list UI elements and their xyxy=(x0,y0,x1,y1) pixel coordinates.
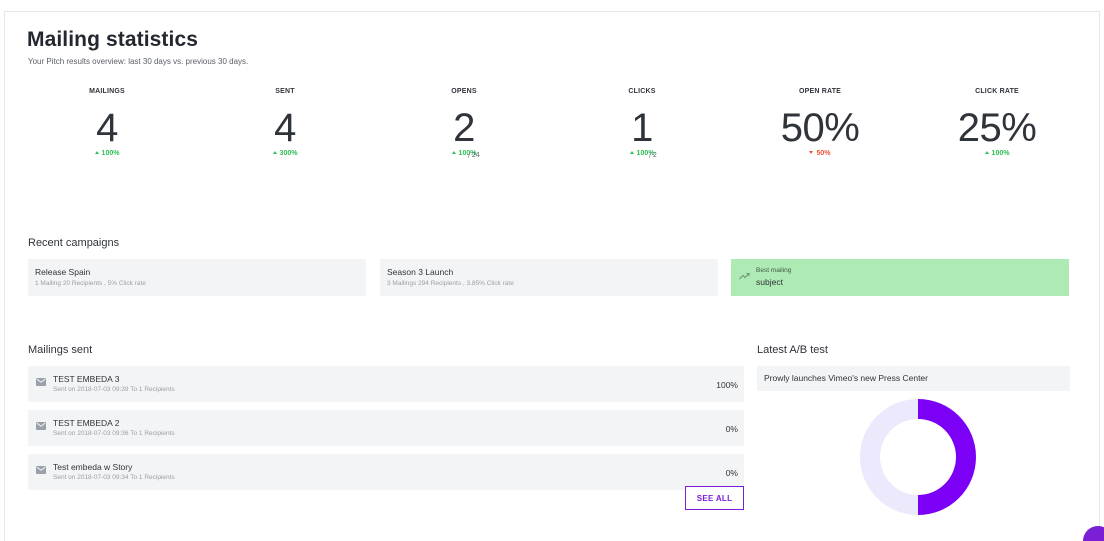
mailing-name: TEST EMBEDA 3 xyxy=(53,374,120,384)
mailing-name: TEST EMBEDA 2 xyxy=(53,418,120,428)
stat-mailings: MAILINGS 4 100% xyxy=(32,88,182,157)
stat-open-rate: OPEN RATE 50% 50% xyxy=(745,88,895,157)
help-chat-button[interactable] xyxy=(1083,526,1104,541)
stat-label: CLICK RATE xyxy=(975,88,1019,95)
best-mailing-subject: subject xyxy=(756,277,783,287)
stat-sub: / 24 xyxy=(468,151,480,159)
stat-change: 100% xyxy=(32,150,182,157)
stat-change: 100% xyxy=(389,150,539,157)
arrow-up-icon xyxy=(629,151,634,154)
mailing-name: Test embeda w Story xyxy=(53,462,133,472)
mailing-meta: Sent on 2018-07-03 09:39 To 1 Recipients xyxy=(53,386,175,393)
stat-label: OPENS xyxy=(451,88,477,95)
campaign-meta: 1 Mailing 20 Recipients , 5% Click rate xyxy=(35,280,146,287)
ab-test-donut-chart xyxy=(860,399,976,515)
campaign-name: Release Spain xyxy=(35,267,91,277)
mailing-row[interactable]: TEST EMBEDA 2 Sent on 2018-07-03 09:36 T… xyxy=(28,410,744,446)
mailing-row[interactable]: TEST EMBEDA 3 Sent on 2018-07-03 09:39 T… xyxy=(28,366,744,402)
recent-campaigns-title: Recent campaigns xyxy=(28,237,120,249)
stat-value: 4 xyxy=(96,106,118,150)
stat-sent: SENT 4 300% xyxy=(210,88,360,157)
ab-test-title: Latest A/B test xyxy=(757,344,828,356)
mailing-meta: Sent on 2018-07-03 09:36 To 1 Recipients xyxy=(53,430,175,437)
ab-variant-b-segment xyxy=(860,399,918,515)
mailing-row[interactable]: Test embeda w Story Sent on 2018-07-03 0… xyxy=(28,454,744,490)
arrow-up-icon xyxy=(984,151,989,154)
trending-up-icon xyxy=(739,273,750,280)
stat-label: SENT xyxy=(275,88,295,95)
stat-label: MAILINGS xyxy=(89,88,125,95)
campaign-card[interactable]: Season 3 Launch 3 Mailings 294 Recipient… xyxy=(380,259,718,296)
campaign-meta: 3 Mailings 294 Recipients , 3.85% Click … xyxy=(387,280,514,287)
mailing-percentage: 0% xyxy=(725,468,738,478)
stat-value: 4 xyxy=(274,106,296,150)
page-title: Mailing statistics xyxy=(27,28,199,51)
mailing-meta: Sent on 2018-07-03 09:34 To 1 Recipients xyxy=(53,474,175,481)
envelope-icon xyxy=(36,422,46,430)
mailing-percentage: 100% xyxy=(716,380,738,390)
envelope-icon xyxy=(36,378,46,386)
arrow-down-icon xyxy=(809,151,814,154)
mailings-sent-title: Mailings sent xyxy=(28,344,93,356)
page-subtitle: Your Pitch results overview: last 30 day… xyxy=(28,57,249,66)
stat-change: 50% xyxy=(745,150,895,157)
stat-change: 100% xyxy=(922,150,1072,157)
best-mailing-label: Best mailing xyxy=(756,267,792,274)
arrow-up-icon xyxy=(451,151,456,154)
stat-change: 100% xyxy=(567,150,717,157)
stat-opens: OPENS 2/ 24 100% xyxy=(389,88,539,159)
stat-value: 2 xyxy=(453,106,475,150)
arrow-up-icon xyxy=(272,151,277,154)
stat-value: 50% xyxy=(780,106,860,150)
stat-click-rate: CLICK RATE 25% 100% xyxy=(922,88,1072,157)
best-mailing-card[interactable]: Best mailing subject xyxy=(731,259,1069,296)
campaign-name: Season 3 Launch xyxy=(387,267,454,277)
ab-variant-a-segment xyxy=(918,399,976,515)
ab-test-subject[interactable]: Prowly launches Vimeo's new Press Center xyxy=(757,366,1070,391)
stat-label: CLICKS xyxy=(628,88,656,95)
stat-label: OPEN RATE xyxy=(798,88,842,95)
stat-value: 1 xyxy=(631,106,653,150)
stat-clicks: CLICKS 1/ 2 100% xyxy=(567,88,717,159)
envelope-icon xyxy=(36,466,46,474)
stat-value: 25% xyxy=(957,106,1037,150)
campaign-card[interactable]: Release Spain 1 Mailing 20 Recipients , … xyxy=(28,259,366,296)
stat-change: 300% xyxy=(210,150,360,157)
arrow-up-icon xyxy=(94,151,99,154)
stat-sub: / 2 xyxy=(649,151,657,159)
see-all-button[interactable]: SEE ALL xyxy=(685,486,744,510)
mailing-percentage: 0% xyxy=(725,424,738,434)
